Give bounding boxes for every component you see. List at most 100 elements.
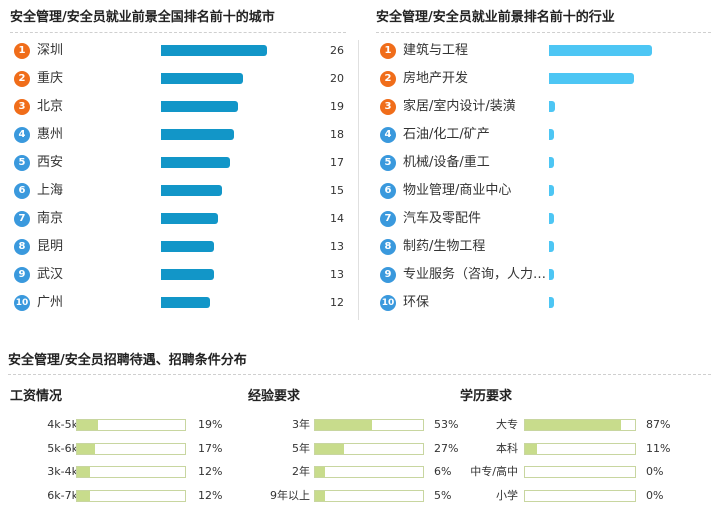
distribution-percent: 27% [434, 441, 459, 455]
city-bar [161, 269, 214, 280]
city-name[interactable]: 惠州 [37, 127, 64, 142]
distribution-bar-fill [77, 490, 90, 501]
city-name[interactable]: 武汉 [37, 267, 64, 282]
industry-name[interactable]: 机械/设备/重工 [403, 155, 490, 170]
distribution-bar-fill [77, 420, 98, 430]
distribution-label: 9年以上 [270, 488, 310, 502]
industry-row[interactable]: 3 家居/室内设计/装潢 [376, 93, 711, 121]
distribution-percent: 12% [198, 488, 223, 502]
distribution-title: 安全管理/安全员招聘待遇、招聘条件分布 [8, 350, 711, 375]
distribution-label: 3年 [292, 418, 310, 431]
city-name[interactable]: 深圳 [37, 43, 64, 58]
industry-bar [549, 297, 554, 308]
city-name[interactable]: 广州 [37, 295, 64, 310]
rank-badge: 6 [380, 183, 396, 199]
city-name[interactable]: 南京 [37, 211, 64, 226]
industry-name[interactable]: 家居/室内设计/装潢 [403, 99, 516, 114]
city-row[interactable]: 8 昆明 13 [10, 233, 346, 261]
industry-name[interactable]: 制药/生物工程 [403, 239, 486, 254]
distribution-percent: 19% [198, 418, 223, 431]
rank-badge: 9 [380, 267, 396, 283]
industry-name[interactable]: 物业管理/商业中心 [403, 183, 512, 198]
distribution-bar-track [524, 489, 636, 502]
city-name[interactable]: 昆明 [37, 239, 64, 254]
city-row[interactable]: 3 北京 19 [10, 93, 346, 121]
industry-bar [549, 213, 554, 224]
industry-row[interactable]: 9 专业服务（咨询，人力… [376, 261, 711, 289]
industries-title: 安全管理/安全员就业前景排名前十的行业 [376, 6, 711, 33]
distribution-label: 5k-6k [47, 441, 78, 455]
distribution-bar-track [524, 466, 636, 478]
industry-row[interactable]: 5 机械/设备/重工 [376, 149, 711, 177]
rank-badge: 3 [380, 99, 396, 115]
industry-bar [549, 73, 634, 84]
rank-badge: 8 [380, 239, 396, 255]
distribution-row: 5年 27% [248, 440, 468, 460]
city-row[interactable]: 9 武汉 13 [10, 261, 346, 289]
industry-row[interactable]: 4 石油/化工/矿产 [376, 121, 711, 149]
industry-name[interactable]: 房地产开发 [403, 71, 469, 86]
distribution-bar-track [76, 442, 186, 455]
industry-name[interactable]: 汽车及零配件 [403, 211, 482, 226]
distribution-bar-track [76, 466, 186, 478]
city-row[interactable]: 2 重庆 20 [10, 65, 346, 93]
city-row[interactable]: 1 深圳 26 [10, 37, 346, 65]
city-bar [161, 73, 243, 84]
industry-name[interactable]: 专业服务（咨询，人力… [403, 267, 547, 282]
distribution-percent: 5% [434, 488, 452, 502]
rank-badge: 4 [380, 127, 396, 143]
city-count: 13 [330, 268, 344, 281]
city-row[interactable]: 5 西安 17 [10, 149, 346, 177]
distribution-bar-fill [77, 443, 96, 454]
distribution-bar-fill [315, 420, 373, 430]
industries-panel: 安全管理/安全员就业前景排名前十的行业 1 建筑与工程 2 房地产开发 3 家居/室内设计… [376, 6, 711, 317]
industry-name[interactable]: 建筑与工程 [403, 43, 469, 58]
distribution-row: 中专/高中 0% [460, 463, 680, 483]
distribution-bar-fill [525, 420, 621, 430]
industry-name[interactable]: 环保 [403, 295, 430, 310]
industry-row[interactable]: 8 制药/生物工程 [376, 233, 711, 261]
rank-badge: 7 [380, 211, 396, 227]
industry-name[interactable]: 石油/化工/矿产 [403, 127, 490, 142]
industries-list: 1 建筑与工程 2 房地产开发 3 家居/室内设计/装潢 4 石油/化工/矿产 5 机械/设备/重… [376, 37, 711, 317]
industry-row[interactable]: 6 物业管理/商业中心 [376, 177, 711, 205]
rank-badge: 1 [14, 43, 30, 59]
distribution-row: 本科 11% [460, 440, 680, 460]
rank-badge: 3 [14, 99, 30, 115]
industry-row[interactable]: 7 汽车及零配件 [376, 205, 711, 233]
city-bar [161, 297, 210, 308]
rank-badge: 2 [14, 71, 30, 87]
distribution-bar-track [76, 489, 186, 502]
rank-badge: 6 [14, 183, 30, 199]
rank-badge: 4 [14, 127, 30, 143]
city-name[interactable]: 西安 [37, 155, 64, 170]
distribution-bar-fill [77, 467, 90, 477]
distribution-label: 5年 [292, 441, 310, 455]
distribution-percent: 53% [434, 418, 459, 431]
cities-panel: 安全管理/安全员就业前景全国排名前十的城市 1 深圳 26 2 重庆 20 3 北京 19 4 惠州… [10, 6, 346, 317]
city-bar [161, 101, 238, 112]
industry-row[interactable]: 10 环保 [376, 289, 711, 317]
distribution-bar-fill [315, 467, 325, 477]
group-title: 学历要求 [460, 389, 513, 404]
city-row[interactable]: 7 南京 14 [10, 205, 346, 233]
city-name[interactable]: 上海 [37, 183, 64, 198]
city-row[interactable]: 4 惠州 18 [10, 121, 346, 149]
distribution-row: 2年 6% [248, 463, 468, 483]
distribution-percent: 12% [198, 465, 223, 478]
city-row[interactable]: 10 广州 12 [10, 289, 346, 317]
group-title: 经验要求 [248, 389, 301, 404]
distribution-bar-track [314, 442, 424, 455]
panel-divider [358, 40, 359, 320]
city-name[interactable]: 重庆 [37, 71, 64, 86]
city-bar [161, 45, 267, 56]
city-row[interactable]: 6 上海 15 [10, 177, 346, 205]
distribution-row: 大专 87% [460, 416, 680, 436]
city-name[interactable]: 北京 [37, 99, 64, 114]
city-count: 14 [330, 212, 344, 225]
industry-row[interactable]: 2 房地产开发 [376, 65, 711, 93]
rank-badge: 1 [380, 43, 396, 59]
industry-row[interactable]: 1 建筑与工程 [376, 37, 711, 65]
city-count: 17 [330, 156, 344, 169]
city-count: 20 [330, 72, 344, 85]
